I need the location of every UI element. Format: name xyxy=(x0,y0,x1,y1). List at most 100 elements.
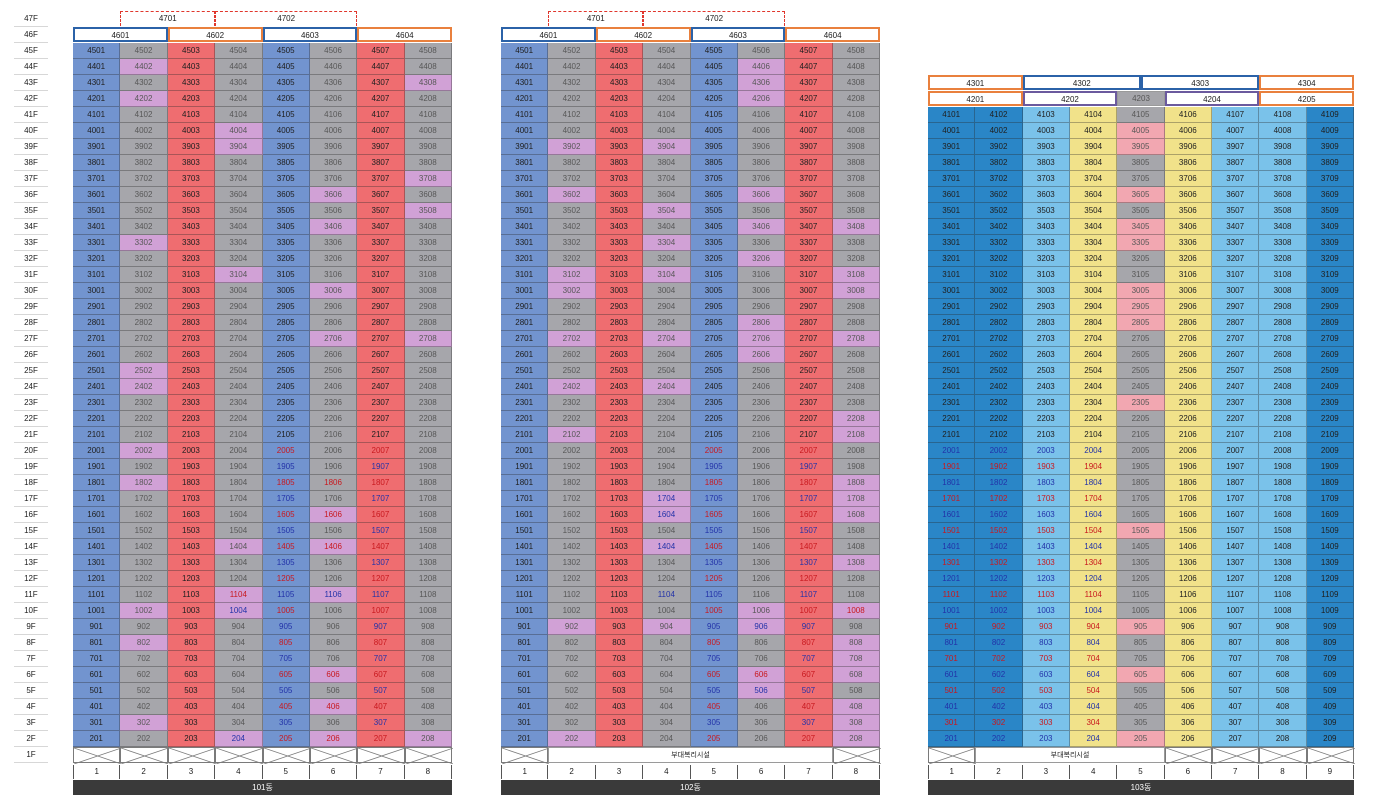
unit-cell: 3808 xyxy=(1259,155,1307,171)
empty-pilotis-cell xyxy=(120,747,169,764)
unit-cell: 1905 xyxy=(262,459,310,475)
unit-cell: 2005 xyxy=(262,443,310,459)
unit-cell: 2908 xyxy=(404,299,452,315)
floor-label: 45F xyxy=(14,43,48,59)
floor-label: 17F xyxy=(14,491,48,507)
unit-cell: 2508 xyxy=(1259,363,1307,379)
unit-cell: 3903 xyxy=(167,139,216,155)
unit-cell: 2504 xyxy=(643,363,691,379)
unit-cell: 705 xyxy=(1117,651,1165,667)
unit-cell: 1008 xyxy=(404,603,452,619)
unit-cell: 1701 xyxy=(73,491,121,507)
unit-cell: 1207 xyxy=(357,571,405,587)
top-unit-label: 4602 xyxy=(167,27,263,42)
unit-cell: 3701 xyxy=(73,171,121,187)
unit-cell: 3703 xyxy=(1022,171,1070,187)
unit-cell: 2807 xyxy=(357,315,405,331)
unit-cell: 3303 xyxy=(167,235,216,251)
unit-cell: 708 xyxy=(404,651,452,667)
unit-cell: 3501 xyxy=(928,203,976,219)
unit-cell: 3106 xyxy=(309,267,358,283)
unit-cell: 508 xyxy=(832,683,880,699)
unit-cell: 2105 xyxy=(690,427,738,443)
unit-cell: 3301 xyxy=(501,235,549,251)
unit-cell: 2402 xyxy=(975,379,1023,395)
amenity-facility-label: 부대복리시설 xyxy=(975,747,1165,763)
unit-cell: 1506 xyxy=(1164,523,1212,539)
unit-cell: 1505 xyxy=(690,523,738,539)
unit-cell: 4407 xyxy=(357,59,405,75)
unit-cell: 3507 xyxy=(357,203,405,219)
unit-cell: 3101 xyxy=(73,267,121,283)
unit-cell: 2104 xyxy=(215,427,263,443)
unit-cell: 1901 xyxy=(928,459,976,475)
unit-cell: 4507 xyxy=(357,43,405,59)
unit-cell: 3907 xyxy=(1212,139,1260,155)
unit-cell: 802 xyxy=(975,635,1023,651)
unit-cell: 804 xyxy=(643,635,691,651)
unit-cell: 3204 xyxy=(643,251,691,267)
unit-cell: 3004 xyxy=(1070,283,1118,299)
unit-cell: 1906 xyxy=(309,459,358,475)
unit-cell: 1806 xyxy=(309,475,358,491)
unit-cell: 4002 xyxy=(548,123,596,139)
unit-cell: 2703 xyxy=(1022,331,1070,347)
unit-cell: 1502 xyxy=(548,523,596,539)
unit-cell: 2407 xyxy=(785,379,833,395)
unit-cell: 2002 xyxy=(548,443,596,459)
unit-cell: 4103 xyxy=(167,107,216,123)
unit-cell: 2006 xyxy=(1164,443,1212,459)
unit-cell: 4207 xyxy=(785,91,833,107)
unit-cell: 4502 xyxy=(548,43,596,59)
floor-label: 47F xyxy=(14,11,48,27)
unit-cell: 3108 xyxy=(1259,267,1307,283)
unit-cell: 3106 xyxy=(737,267,786,283)
unit-cell: 3103 xyxy=(595,267,644,283)
unit-cell: 1008 xyxy=(1259,603,1307,619)
unit-cell: 1102 xyxy=(975,587,1023,603)
unit-cell: 3602 xyxy=(120,187,168,203)
unit-cell: 2506 xyxy=(309,363,358,379)
unit-cell: 3508 xyxy=(404,203,452,219)
unit-cell: 2607 xyxy=(357,347,405,363)
unit-cell: 1707 xyxy=(357,491,405,507)
unit-cell: 3302 xyxy=(548,235,596,251)
unit-cell: 4308 xyxy=(404,75,452,91)
unit-cell: 4006 xyxy=(737,123,786,139)
unit-cell: 4208 xyxy=(832,91,880,107)
unit-cell: 1907 xyxy=(1212,459,1260,475)
unit-cell: 3604 xyxy=(215,187,263,203)
unit-cell: 4006 xyxy=(309,123,358,139)
unit-cell: 3703 xyxy=(167,171,216,187)
unit-cell: 1805 xyxy=(690,475,738,491)
unit-cell: 609 xyxy=(1306,667,1354,683)
top-unit-label: 4701 xyxy=(548,11,644,26)
unit-cell: 902 xyxy=(975,619,1023,635)
unit-cell: 3401 xyxy=(501,219,549,235)
unit-cell: 1706 xyxy=(309,491,358,507)
empty-pilotis-cell xyxy=(73,747,122,764)
unit-cell: 3103 xyxy=(1022,267,1070,283)
unit-cell: 907 xyxy=(1212,619,1260,635)
unit-cell: 2206 xyxy=(309,411,358,427)
unit-cell: 1901 xyxy=(501,459,549,475)
unit-cell: 2505 xyxy=(690,363,738,379)
unit-cell: 3109 xyxy=(1306,267,1354,283)
unit-cell: 2605 xyxy=(690,347,738,363)
unit-cell: 1909 xyxy=(1306,459,1354,475)
unit-cell: 3308 xyxy=(404,235,452,251)
unit-cell: 1903 xyxy=(167,459,216,475)
unit-cell: 208 xyxy=(404,731,452,747)
unit-cell: 2005 xyxy=(1117,443,1165,459)
unit-cell: 908 xyxy=(832,619,880,635)
unit-cell: 3001 xyxy=(928,283,976,299)
unit-cell: 1509 xyxy=(1306,523,1354,539)
unit-cell: 1808 xyxy=(1259,475,1307,491)
unit-cell: 4009 xyxy=(1306,123,1354,139)
unit-cell: 208 xyxy=(1259,731,1307,747)
unit-cell: 3805 xyxy=(262,155,310,171)
unit-cell: 605 xyxy=(262,667,310,683)
unit-cell: 2007 xyxy=(785,443,833,459)
unit-cell: 3804 xyxy=(643,155,691,171)
unit-cell: 3002 xyxy=(975,283,1023,299)
